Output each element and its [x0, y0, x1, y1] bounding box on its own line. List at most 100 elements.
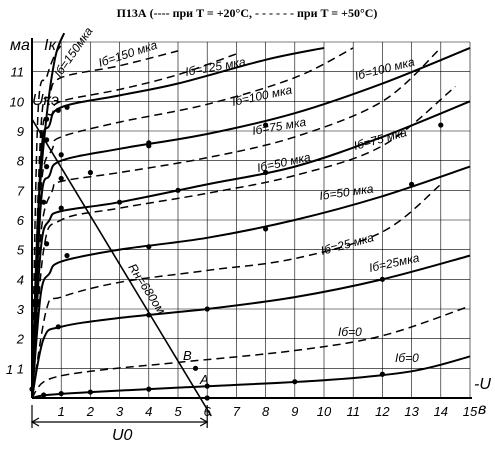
data-point [64, 253, 70, 259]
chart-title: П13А (---- при T = +20°C, - - - - - - пр… [117, 6, 378, 20]
data-point [29, 386, 35, 392]
curve-dashed [31, 85, 456, 399]
curve-dashed [31, 305, 471, 399]
curve-label-ib100-solid: Iб=100 мка [353, 54, 416, 82]
data-point [175, 187, 181, 193]
curve-label-ib100-dashed: Iб=100 мка [231, 82, 294, 108]
data-point [379, 276, 385, 282]
curve-label-ib0-dashed: Iб=0 [338, 325, 362, 339]
y-tick-label: 10 [10, 94, 25, 109]
y-tick-label: 11 [11, 65, 25, 80]
y-unit-label: ма [10, 37, 30, 54]
x-tick-label: 3 [116, 404, 124, 419]
y-tick-label: 2 [16, 332, 25, 347]
y-tick-label: 9 [17, 124, 24, 139]
data-point [263, 122, 269, 128]
data-point [409, 181, 415, 187]
data-point [44, 241, 50, 247]
u0-bracket [30, 405, 209, 428]
x-tick-label: 12 [375, 404, 390, 419]
x-unit-label: в [478, 401, 486, 418]
data-point [146, 312, 152, 318]
y-tick-label: 6 [17, 213, 25, 228]
curve-solid [31, 355, 471, 399]
data-point [41, 392, 47, 398]
curve-dashed [31, 47, 442, 399]
x-tick-label: 5 [174, 404, 182, 419]
data-point [58, 152, 64, 158]
x-tick-label: 1 [58, 404, 65, 419]
curve-dashed [31, 183, 442, 399]
point-b-label: B [183, 348, 192, 363]
one-marker-label: 1 [6, 362, 13, 377]
data-point [44, 137, 50, 143]
axes [31, 38, 472, 399]
curve-label-ib50-solid: Iб=50 мка [318, 181, 374, 202]
curve-solid [31, 254, 471, 399]
y-tick-label: 4 [17, 272, 24, 287]
data-point [204, 306, 210, 312]
data-point [292, 379, 298, 385]
data-point [64, 104, 70, 110]
u0-arrow-left [30, 417, 40, 427]
data-point [263, 169, 269, 176]
data-point [55, 324, 61, 330]
x-tick-label: 4 [145, 404, 152, 419]
data-point [58, 175, 64, 182]
curve-dashed [31, 41, 65, 399]
x-tick-label: 15 [463, 404, 478, 419]
point-a-label: A [199, 372, 209, 387]
y-tick-label: 8 [17, 154, 25, 169]
uke-label: Uкэ [32, 92, 59, 109]
curve-label-ib125-dashed: Iб=125 мка [184, 55, 247, 79]
curves [31, 32, 471, 417]
ticks: 1234567891011121314151234567891011 [10, 65, 478, 419]
curve-label-ib50-dashed: Iб=50 мка [256, 150, 312, 175]
y-tick-label: 7 [17, 183, 25, 198]
curve-dashed [31, 47, 354, 399]
curve-label-ib25-dashed: Iб=25 мка [319, 230, 375, 258]
curve-solid [31, 32, 66, 399]
data-point [58, 390, 64, 397]
data-point [146, 140, 152, 146]
data-point [41, 199, 47, 205]
grid [32, 41, 471, 398]
data-point [87, 389, 93, 395]
data-point [263, 226, 269, 232]
data-point [204, 383, 210, 389]
u0-arrow-right [199, 417, 209, 427]
x-tick-label: 14 [434, 404, 448, 419]
curve-solid [31, 100, 471, 399]
x-tick-label: 10 [317, 404, 332, 419]
y-tick-label: 3 [17, 302, 25, 317]
data-point [87, 169, 93, 176]
curve-solid [31, 47, 471, 399]
curve-dashed [31, 53, 237, 399]
data-point [58, 205, 64, 211]
y-axis-label: Iк [44, 37, 57, 54]
curve-label-ib150-solid: Iб=150 мка [97, 38, 160, 70]
curve-labels: Iб=0 Iб=0 Iб=25мка Iб=25 мка Iб=50 мка I… [51, 24, 421, 365]
u0-label: U0 [112, 427, 133, 444]
load-line [31, 118, 212, 417]
x-tick-label: 7 [233, 404, 241, 419]
data-point [192, 365, 199, 371]
data-point [117, 199, 123, 205]
curve-label-ib0-solid: Iб=0 [395, 351, 419, 365]
data-point [379, 371, 385, 377]
x-tick-label: 13 [404, 404, 419, 419]
curve-solid [31, 165, 471, 399]
x-tick-label: 11 [346, 404, 360, 419]
data-point [146, 386, 152, 392]
y-tick-label: 1 [17, 361, 24, 376]
data-point [44, 164, 50, 170]
x-tick-label: 9 [291, 404, 298, 419]
data-point [44, 116, 50, 122]
data-point [438, 122, 444, 128]
curve-label-ib75-solid: Iб=75 мка [352, 125, 408, 153]
data-point [55, 107, 61, 113]
points [29, 104, 444, 401]
y-tick-label: 5 [17, 243, 25, 258]
x-axis-label: -U [474, 376, 491, 393]
